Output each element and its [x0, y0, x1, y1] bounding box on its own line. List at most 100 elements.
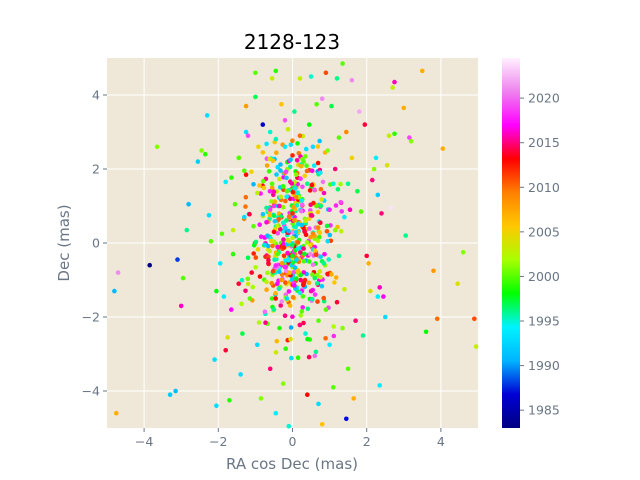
data-point [290, 314, 295, 320]
data-point [277, 176, 282, 182]
data-point [291, 205, 296, 210]
data-point [473, 344, 479, 349]
data-point [317, 138, 322, 144]
data-point [243, 194, 249, 200]
data-point [242, 168, 247, 174]
data-point [292, 283, 297, 288]
data-point [292, 265, 298, 271]
data-point [243, 204, 248, 209]
x-axis-label: RA cos Dec (mas) [226, 455, 358, 473]
data-point [288, 142, 294, 148]
data-point [299, 208, 304, 214]
data-point [339, 209, 345, 214]
data-point [302, 173, 308, 179]
data-point [408, 139, 414, 144]
data-point [455, 281, 460, 287]
data-point [392, 131, 397, 137]
data-point [258, 396, 264, 401]
data-point [353, 318, 358, 324]
data-point [173, 388, 178, 394]
data-point [303, 232, 309, 238]
data-point [324, 223, 330, 229]
data-point [273, 136, 279, 142]
data-point [245, 281, 251, 287]
data-point [321, 190, 327, 196]
data-point [377, 383, 383, 388]
data-point [440, 146, 446, 151]
data-point [328, 223, 333, 228]
data-point [253, 70, 258, 76]
data-point [292, 109, 297, 114]
data-point [258, 234, 264, 239]
data-point [242, 214, 247, 220]
data-point [281, 241, 286, 247]
data-point [267, 129, 273, 135]
data-point [251, 243, 257, 248]
data-point [299, 202, 305, 208]
data-point [247, 211, 252, 217]
data-point [289, 355, 294, 361]
data-point [315, 144, 321, 149]
x-axis-ticks: −4 −2 0 2 4 [135, 428, 445, 449]
data-point [276, 286, 282, 292]
data-point [301, 246, 306, 251]
data-point [312, 275, 318, 281]
data-point [304, 240, 310, 245]
data-point [203, 151, 208, 157]
colorbar-tick-label: 2005 [528, 224, 560, 239]
data-point [243, 129, 249, 135]
data-point [245, 133, 251, 138]
data-point [283, 268, 289, 274]
data-point [285, 250, 290, 256]
data-point [309, 213, 315, 218]
data-point [303, 331, 308, 336]
data-point [332, 166, 338, 172]
data-point [319, 283, 325, 289]
data-point [267, 207, 273, 212]
data-point [275, 231, 281, 236]
data-point [221, 294, 227, 299]
data-point [281, 237, 286, 242]
data-point [297, 76, 303, 81]
data-point [273, 263, 279, 268]
data-point [280, 381, 286, 386]
data-point [319, 422, 325, 427]
data-point [345, 181, 351, 187]
data-point [294, 158, 300, 163]
data-point [256, 144, 261, 150]
data-point [308, 74, 314, 79]
data-point [186, 201, 191, 207]
data-point [310, 262, 316, 268]
colorbar-tick-label: 2015 [528, 135, 560, 150]
data-point [293, 224, 298, 230]
data-point [277, 269, 282, 275]
colorbar-tick-label: 2000 [528, 269, 560, 284]
data-point [386, 133, 392, 138]
data-point [306, 122, 312, 127]
data-point [299, 198, 305, 203]
data-point [284, 296, 290, 301]
data-point [278, 303, 284, 308]
data-point [313, 252, 319, 257]
data-point [270, 243, 275, 249]
data-point [321, 261, 327, 266]
data-point [370, 177, 375, 183]
data-point [326, 257, 332, 262]
data-point [388, 205, 394, 211]
data-point [295, 240, 301, 245]
data-point [283, 198, 288, 204]
data-point [293, 172, 299, 177]
data-point [286, 238, 292, 244]
data-point [273, 291, 278, 296]
data-point [253, 94, 258, 100]
data-point [331, 333, 337, 339]
data-point [347, 207, 353, 212]
data-point [297, 290, 303, 296]
data-point [264, 220, 269, 225]
data-point [379, 211, 384, 216]
y-axis-label: Dec (mas) [55, 204, 73, 281]
data-point [245, 255, 251, 261]
data-point [267, 366, 273, 372]
data-point [310, 272, 315, 278]
data-point [312, 353, 318, 359]
